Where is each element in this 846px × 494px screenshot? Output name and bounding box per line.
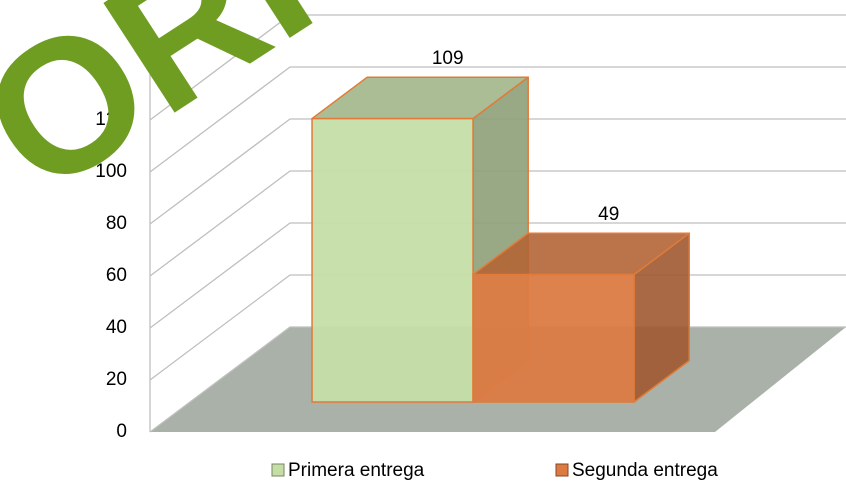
grid-line bbox=[149, 14, 846, 121]
y-tick-label: 20 bbox=[106, 369, 127, 390]
bar-front bbox=[472, 273, 635, 403]
grid-line bbox=[149, 118, 846, 225]
y-tick-label: 100 bbox=[95, 161, 127, 182]
legend-label: Primera entrega bbox=[288, 460, 425, 481]
y-tick-label: 120 bbox=[95, 109, 127, 130]
y-tick-label: 40 bbox=[106, 317, 127, 338]
legend-swatch bbox=[271, 463, 285, 477]
legend-swatch bbox=[555, 463, 569, 477]
data-label: 49 bbox=[598, 204, 619, 225]
grid-line bbox=[149, 66, 846, 173]
bar-front bbox=[311, 117, 474, 403]
grid-line bbox=[149, 222, 846, 329]
grid-line bbox=[149, 170, 846, 277]
bar bbox=[311, 76, 529, 403]
legend-label: Segunda entrega bbox=[572, 460, 718, 481]
data-label: 109 bbox=[432, 48, 464, 69]
y-tick-label: 60 bbox=[106, 265, 127, 286]
y-tick-label: 0 bbox=[116, 421, 127, 442]
y-tick-label: 80 bbox=[106, 213, 127, 234]
bar bbox=[472, 232, 690, 403]
